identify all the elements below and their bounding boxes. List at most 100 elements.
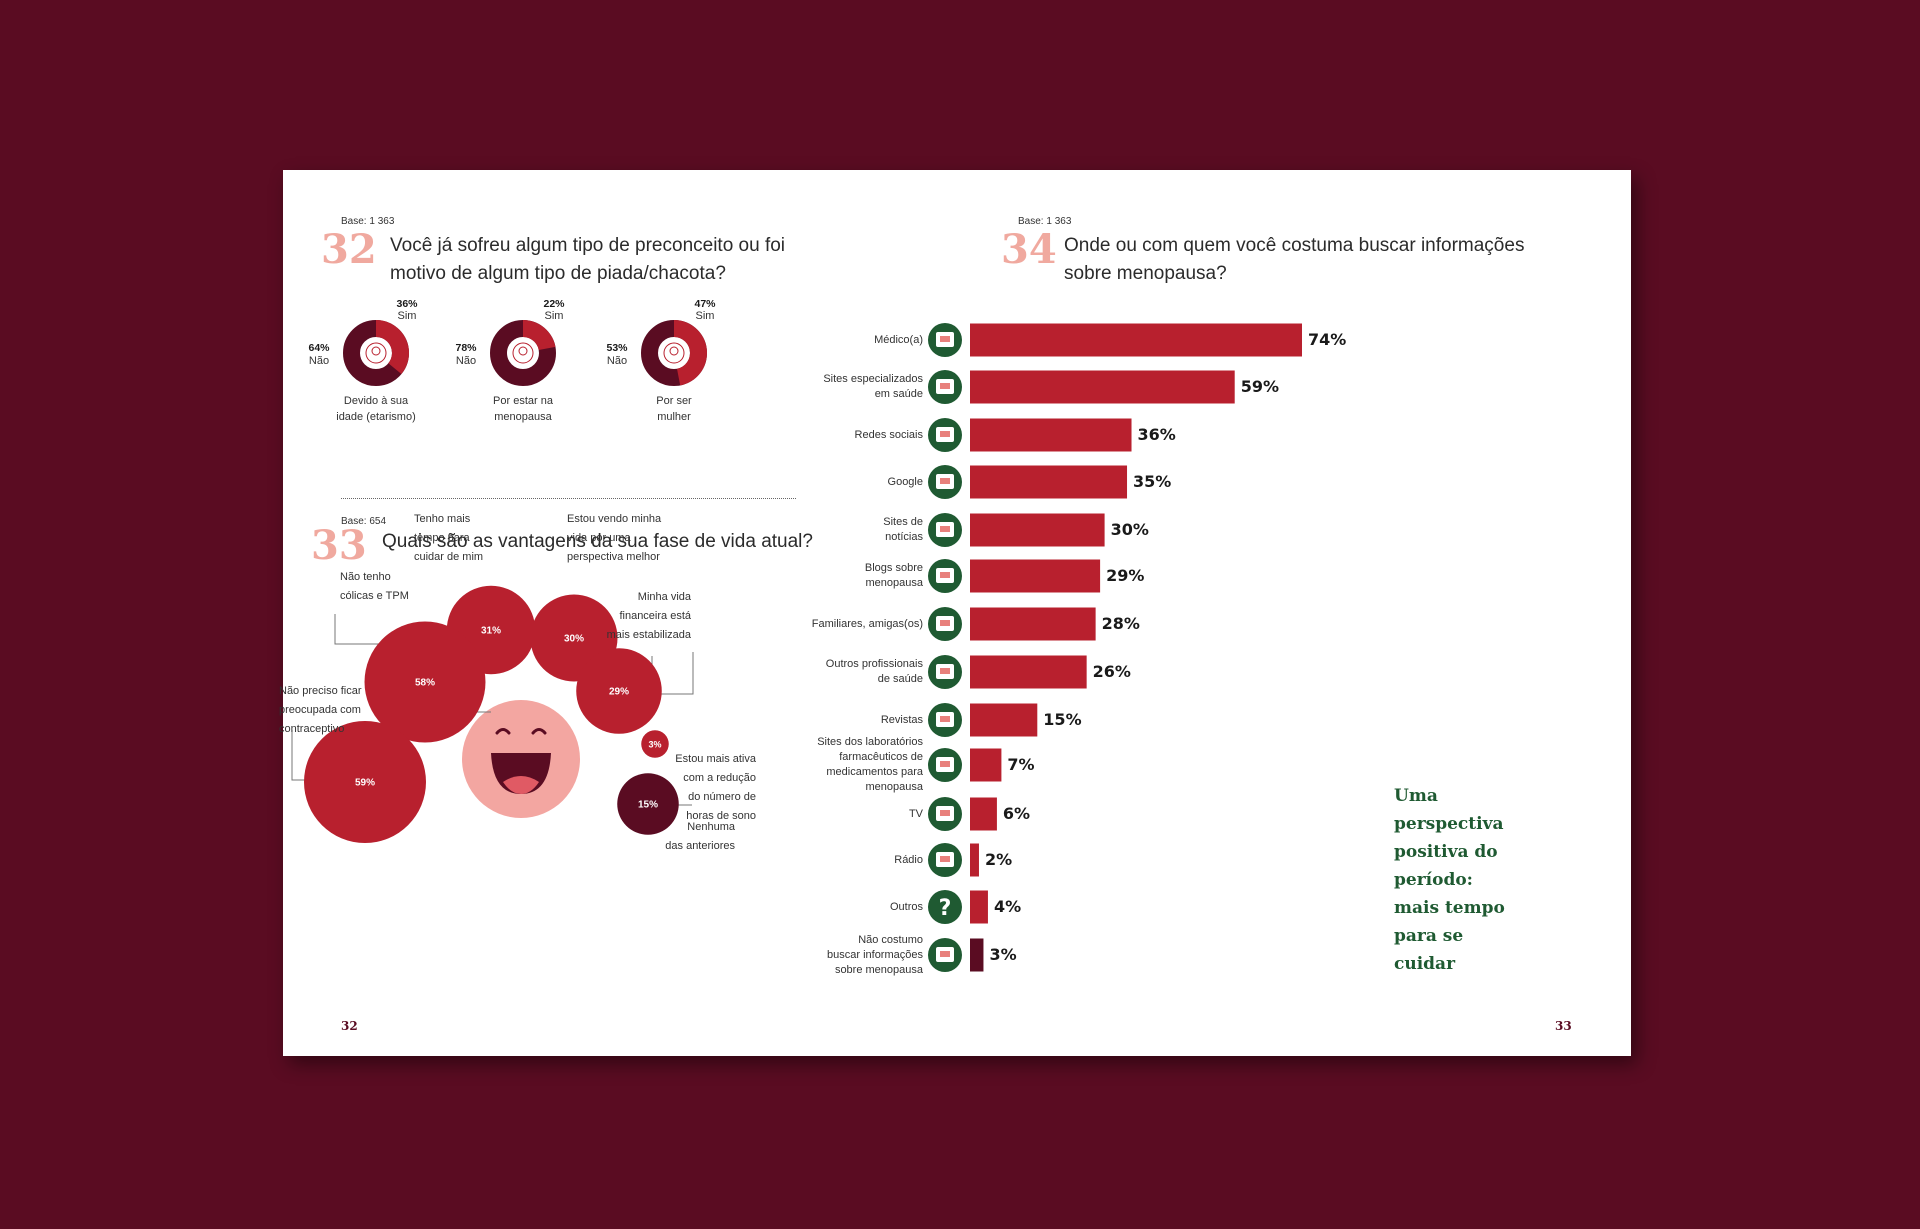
smiley-tongue — [503, 776, 539, 794]
q32-base: Base: 1 363 — [341, 216, 395, 227]
bubble-label-line: tempo para — [414, 532, 470, 544]
bubble-leader-line — [658, 652, 694, 695]
bar-category-label: Blogs sobre — [864, 562, 923, 574]
bar-category-label: buscar informações — [827, 948, 923, 961]
pharma-icon — [928, 748, 962, 782]
bar-category-label: farmacêuticos de — [839, 751, 923, 763]
donut-2 — [641, 320, 708, 386]
donut-1 — [490, 320, 556, 386]
bar-category-label: menopausa — [865, 781, 924, 793]
donut-yes-arc — [674, 320, 708, 386]
smiley-face — [462, 700, 580, 818]
bar-value-label: 26% — [1092, 662, 1131, 681]
woman-icon — [659, 338, 689, 368]
bubble-label-line: com a redução — [683, 772, 756, 784]
bubble-label-line: financeira está — [619, 610, 691, 622]
bubble-value: 15% — [638, 800, 658, 811]
pull-quote-line: perspectiva — [1394, 814, 1504, 834]
bar-category-label: TV — [908, 807, 923, 820]
pull-quote-line: cuidar — [1394, 954, 1456, 974]
monitor-icon — [928, 370, 962, 404]
bubble-label-line: das anteriores — [665, 840, 735, 852]
social-icon-detail — [940, 431, 950, 437]
donut-yes-arc — [376, 320, 409, 375]
bar-12 — [970, 890, 988, 924]
donut-no-label: Não — [308, 355, 330, 367]
bar-category-label: Rádio — [894, 853, 923, 866]
bubble-label-line: contraceptivo — [279, 723, 345, 735]
clock-icon-outline — [512, 342, 534, 364]
bar-1 — [970, 370, 1235, 404]
bubble-4 — [304, 721, 426, 843]
bar-category-label: sobre menopausa — [834, 963, 923, 976]
pharma-icon-detail — [940, 761, 950, 767]
bar-8 — [970, 703, 1038, 737]
bar-13 — [970, 938, 984, 972]
bubble-value: 29% — [609, 687, 629, 698]
question-icon: ? — [928, 890, 962, 924]
donut-yes-arc — [523, 320, 556, 351]
donut-caption-line2: menopausa — [494, 411, 552, 423]
blog-icon — [928, 559, 962, 593]
radio-icon-detail — [940, 856, 950, 862]
bubble-label-line: Não tenho — [340, 571, 391, 583]
q34-title-line1: Onde ou com quem você costuma buscar inf… — [1064, 235, 1525, 256]
bar-value-label: 36% — [1137, 425, 1176, 444]
bar-value-label: 74% — [1308, 330, 1347, 349]
donut-caption-line1: Por ser — [656, 395, 692, 407]
woman-icon-outline — [663, 342, 685, 364]
bar-category-label: Sites de — [883, 516, 923, 528]
pull-quote: Uma perspectiva positiva do período: mai… — [1394, 782, 1505, 978]
pull-quote-line: período: — [1394, 870, 1473, 890]
nurse-icon-detail — [940, 668, 950, 674]
q34-title-line2: sobre menopausa? — [1064, 263, 1227, 284]
bar-category-label: Familiares, amigas(os) — [811, 617, 923, 630]
family-icon-detail — [940, 620, 950, 626]
bubble-label-line: cuidar de mim — [414, 551, 484, 563]
smiley-left-eye — [495, 728, 511, 735]
face-icon — [361, 338, 391, 368]
bar-value-label: 6% — [1002, 804, 1031, 823]
q34-bar-chart: ? — [928, 323, 1302, 972]
bar-value-label: 15% — [1043, 710, 1082, 729]
bar-7 — [970, 655, 1087, 689]
bar-category-label: Redes sociais — [854, 428, 923, 441]
section-divider — [341, 498, 796, 499]
bar-9 — [970, 748, 1002, 782]
magazine-icon-detail — [940, 716, 950, 722]
tv-icon — [928, 797, 962, 831]
bubble-label-line: vida por uma — [567, 532, 631, 544]
hand-icon — [928, 938, 962, 972]
pull-quote-line: positiva do — [1394, 842, 1498, 862]
search-icon-detail — [940, 478, 950, 484]
question-glyph: ? — [939, 896, 952, 921]
bar-2 — [970, 418, 1132, 452]
hand-icon-detail — [940, 951, 950, 957]
donut-no-pct: 78% — [455, 342, 477, 354]
magazine-icon — [928, 703, 962, 737]
bubble-value: 58% — [415, 678, 435, 689]
bar-category-label: Outros profissionais — [825, 658, 923, 670]
pull-quote-line: Uma — [1394, 786, 1438, 806]
q32-donut-charts — [343, 320, 708, 386]
bubble-2 — [364, 621, 486, 743]
bubble-label-line: Tenho mais — [414, 513, 471, 525]
bubble-value: 59% — [355, 778, 375, 789]
bar-category-label: Revistas — [880, 713, 923, 726]
bar-category-label: Não costumo — [858, 933, 923, 946]
donut-caption-line1: Por estar na — [493, 395, 553, 407]
bar-3 — [970, 465, 1128, 499]
bar-value-label: 30% — [1110, 520, 1149, 539]
bubble-leader-line — [334, 614, 383, 645]
bar-value-label: 59% — [1240, 377, 1279, 396]
bar-category-label: Sites especializados — [823, 373, 923, 385]
bar-5 — [970, 559, 1101, 593]
bar-value-label: 4% — [993, 897, 1022, 916]
bar-value-label: 29% — [1106, 566, 1145, 585]
bubble-label-line: Estou mais ativa — [675, 753, 756, 765]
bubble-label-line: horas de sono — [686, 810, 756, 822]
donut-caption-line2: idade (etarismo) — [336, 411, 416, 423]
clock-icon-detail — [518, 346, 528, 356]
nurse-icon — [928, 655, 962, 689]
bar-category-label: Outros — [889, 900, 923, 913]
